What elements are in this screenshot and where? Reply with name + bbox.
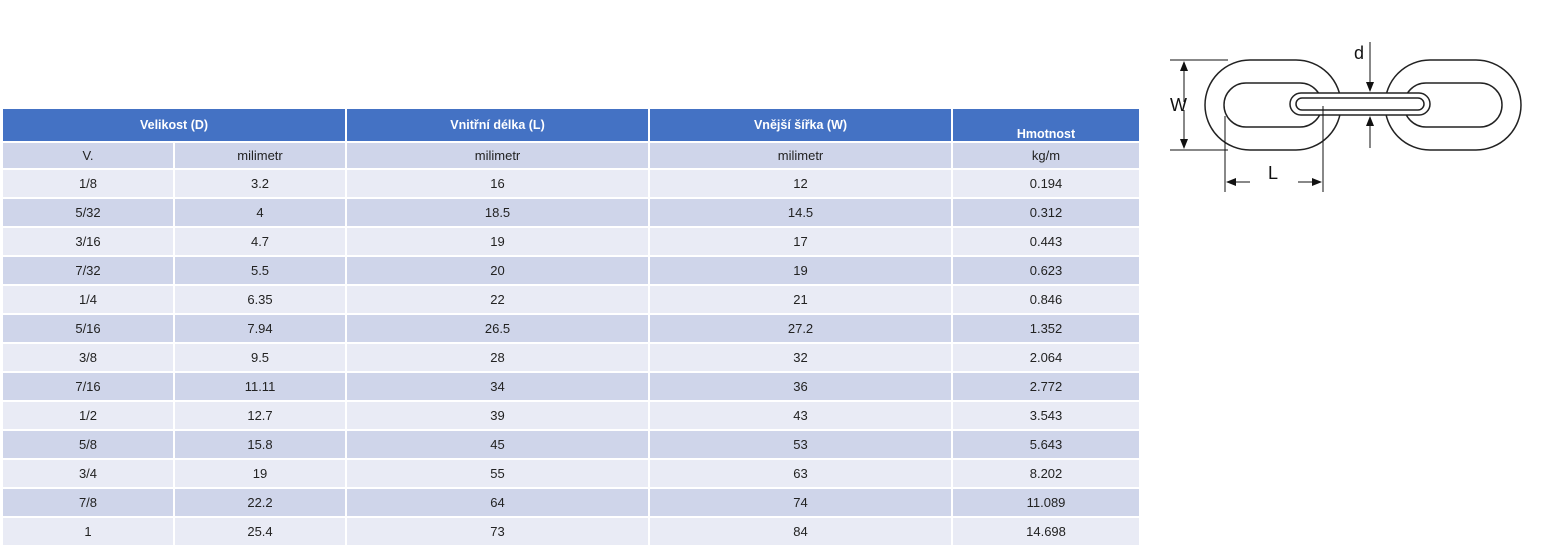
cell-weight: 5.643 — [953, 431, 1140, 458]
cell-size-mm: 7.94 — [175, 315, 346, 342]
cell-size-inch: 3/8 — [3, 344, 173, 371]
label-l: L — [1268, 163, 1278, 183]
cell-size-mm: 15.8 — [175, 431, 346, 458]
units-row: V. milimetr milimetr milimetr kg/m — [3, 143, 1140, 168]
cell-weight: 1.352 — [953, 315, 1140, 342]
table-row: 5/8 15.8 45 53 5.643 — [3, 431, 1140, 458]
cell-size-mm: 6.35 — [175, 286, 346, 313]
cell-weight: 0.443 — [953, 228, 1140, 255]
header-size: Velikost (D) — [3, 109, 346, 141]
cell-weight: 0.312 — [953, 199, 1140, 226]
cell-size-mm: 11.11 — [175, 373, 346, 400]
cell-size-mm: 5.5 — [175, 257, 346, 284]
table-row: 5/16 7.94 26.5 27.2 1.352 — [3, 315, 1140, 342]
cell-inner-length: 22 — [347, 286, 649, 313]
table-header-row: Velikost (D) Vnitřní délka (L) Vnější ší… — [3, 109, 1140, 141]
cell-weight: 0.846 — [953, 286, 1140, 313]
cell-size-mm: 4.7 — [175, 228, 346, 255]
cell-size-mm: 25.4 — [175, 518, 346, 545]
cell-outer-width: 36 — [650, 373, 952, 400]
table-row: 3/8 9.5 28 32 2.064 — [3, 344, 1140, 371]
unit-outer-width: milimetr — [650, 143, 952, 168]
cell-outer-width: 84 — [650, 518, 952, 545]
cell-outer-width: 17 — [650, 228, 952, 255]
cell-outer-width: 12 — [650, 170, 952, 197]
table-row: 1 25.4 73 84 14.698 — [3, 518, 1140, 545]
cell-size-inch: 3/16 — [3, 228, 173, 255]
cell-size-inch: 7/16 — [3, 373, 173, 400]
cell-outer-width: 53 — [650, 431, 952, 458]
table-row: 1/8 3.2 16 12 0.194 — [3, 170, 1140, 197]
cell-size-mm: 22.2 — [175, 489, 346, 516]
cell-weight: 0.623 — [953, 257, 1140, 284]
cell-inner-length: 73 — [347, 518, 649, 545]
table-row: 5/32 4 18.5 14.5 0.312 — [3, 199, 1140, 226]
dimension-l — [1224, 106, 1324, 192]
cell-inner-length: 34 — [347, 373, 649, 400]
table-row: 7/32 5.5 20 19 0.623 — [3, 257, 1140, 284]
cell-outer-width: 63 — [650, 460, 952, 487]
cell-size-mm: 19 — [175, 460, 346, 487]
table-row: 7/16 11.11 34 36 2.772 — [3, 373, 1140, 400]
cell-inner-length: 39 — [347, 402, 649, 429]
unit-size-inch: V. — [3, 143, 173, 168]
cell-size-inch: 5/32 — [3, 199, 173, 226]
unit-inner-length: milimetr — [347, 143, 649, 168]
cell-size-mm: 12.7 — [175, 402, 346, 429]
table-row: 1/4 6.35 22 21 0.846 — [3, 286, 1140, 313]
cell-size-inch: 1/4 — [3, 286, 173, 313]
chain-link-diagram: W L d — [1170, 42, 1522, 192]
cell-outer-width: 14.5 — [650, 199, 952, 226]
unit-weight: kg/m — [953, 143, 1140, 168]
header-inner-length: Vnitřní délka (L) — [347, 109, 649, 141]
cell-outer-width: 32 — [650, 344, 952, 371]
cell-inner-length: 19 — [347, 228, 649, 255]
cell-size-inch: 5/16 — [3, 315, 173, 342]
cell-outer-width: 19 — [650, 257, 952, 284]
cell-size-inch: 1/2 — [3, 402, 173, 429]
header-outer-width: Vnější šířka (W) — [650, 109, 952, 141]
cell-outer-width: 74 — [650, 489, 952, 516]
label-d: d — [1354, 43, 1364, 63]
cell-inner-length: 64 — [347, 489, 649, 516]
chain-spec-table: Velikost (D) Vnitřní délka (L) Vnější ší… — [1, 107, 1141, 547]
cell-size-inch: 7/8 — [3, 489, 173, 516]
cell-weight: 2.064 — [953, 344, 1140, 371]
cell-inner-length: 28 — [347, 344, 649, 371]
cell-weight: 11.089 — [953, 489, 1140, 516]
cell-inner-length: 26.5 — [347, 315, 649, 342]
dimension-w — [1170, 59, 1228, 151]
cell-size-inch: 1 — [3, 518, 173, 545]
cell-outer-width: 21 — [650, 286, 952, 313]
cell-weight: 3.543 — [953, 402, 1140, 429]
cell-size-mm: 3.2 — [175, 170, 346, 197]
cell-weight: 8.202 — [953, 460, 1140, 487]
unit-size-mm: milimetr — [175, 143, 346, 168]
cell-size-inch: 3/4 — [3, 460, 173, 487]
label-w: W — [1170, 95, 1187, 115]
cell-size-inch: 1/8 — [3, 170, 173, 197]
cell-weight: 14.698 — [953, 518, 1140, 545]
cell-inner-length: 55 — [347, 460, 649, 487]
cell-inner-length: 20 — [347, 257, 649, 284]
cell-size-mm: 4 — [175, 199, 346, 226]
cell-inner-length: 18.5 — [347, 199, 649, 226]
cell-weight: 2.772 — [953, 373, 1140, 400]
cell-weight: 0.194 — [953, 170, 1140, 197]
cell-size-mm: 9.5 — [175, 344, 346, 371]
cell-inner-length: 45 — [347, 431, 649, 458]
header-weight: Hmotnost — [953, 109, 1140, 141]
cell-size-inch: 5/8 — [3, 431, 173, 458]
table-row: 3/16 4.7 19 17 0.443 — [3, 228, 1140, 255]
table-body: 1/8 3.2 16 12 0.194 5/32 4 18.5 14.5 0.3… — [3, 170, 1140, 545]
cell-size-inch: 7/32 — [3, 257, 173, 284]
table-row: 1/2 12.7 39 43 3.543 — [3, 402, 1140, 429]
cell-inner-length: 16 — [347, 170, 649, 197]
cell-outer-width: 43 — [650, 402, 952, 429]
chain-link-middle — [1289, 92, 1431, 116]
table-row: 3/4 19 55 63 8.202 — [3, 460, 1140, 487]
table-row: 7/8 22.2 64 74 11.089 — [3, 489, 1140, 516]
cell-outer-width: 27.2 — [650, 315, 952, 342]
